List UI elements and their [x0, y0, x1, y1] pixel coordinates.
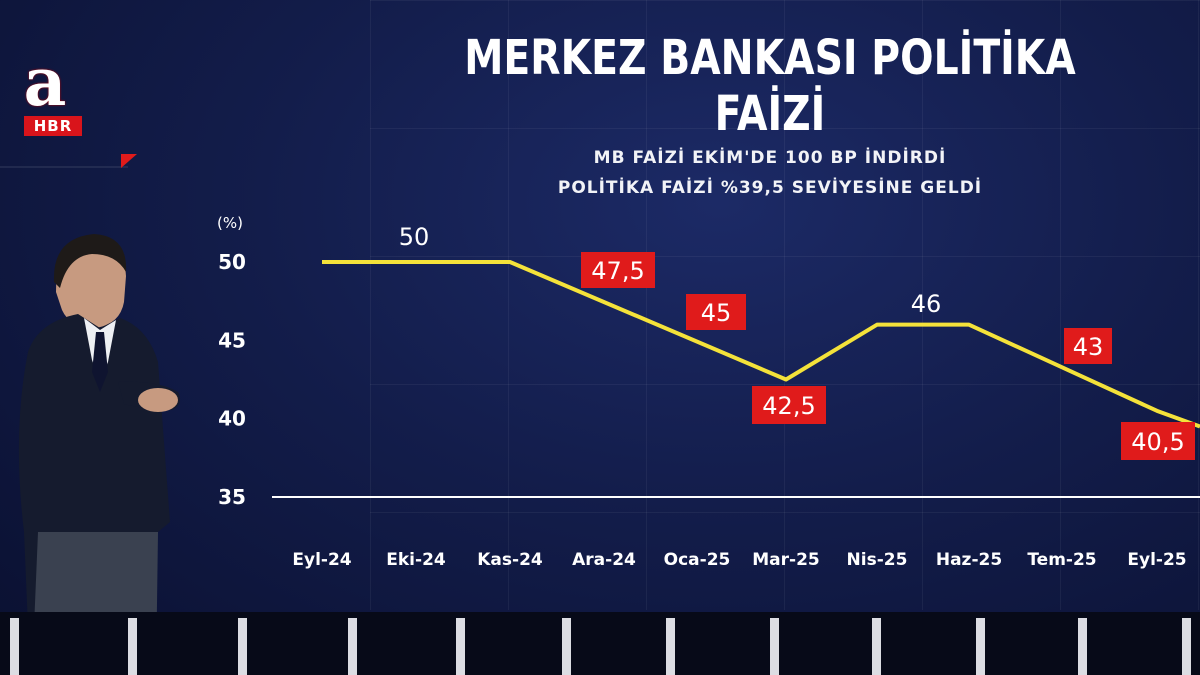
data-label-box: [581, 252, 655, 288]
x-tick-label: Oca-25: [664, 550, 731, 570]
data-label: 45: [701, 299, 732, 327]
y-tick-label: 40: [218, 407, 246, 431]
x-tick-label: Tem-25: [1027, 550, 1096, 570]
y-axis-unit-label: (%): [217, 214, 243, 232]
floor-post: [666, 618, 675, 675]
x-tick-label: Eki-24: [386, 550, 446, 570]
data-label: 42,5: [762, 392, 815, 420]
studio-floor: [0, 612, 1200, 675]
x-tick-label: Eyl-24: [292, 550, 351, 570]
floor-post: [10, 618, 19, 675]
floor-post: [1182, 618, 1191, 675]
y-tick-label: 35: [218, 485, 246, 509]
floor-post: [872, 618, 881, 675]
x-tick-label: Ara-24: [572, 550, 636, 570]
data-label-box: [1064, 328, 1112, 364]
x-tick-label: Nis-25: [847, 550, 908, 570]
x-tick-label: Kas-24: [477, 550, 543, 570]
logo-text: HBR: [24, 116, 82, 136]
data-label: 47,5: [591, 257, 644, 285]
floor-post: [456, 618, 465, 675]
floor-post: [770, 618, 779, 675]
floor-post: [562, 618, 571, 675]
data-label-box: [1121, 422, 1195, 460]
data-label: 50: [399, 223, 430, 251]
x-tick-label: Mar-25: [752, 550, 820, 570]
corner-divider: [0, 166, 128, 168]
logo-letter: a: [23, 43, 67, 121]
floor-post: [976, 618, 985, 675]
floor-post: [128, 618, 137, 675]
floor-post: [238, 618, 247, 675]
subtitle-line-2: POLİTİKA FAİZİ %39,5 SEVİYESİNE GELDİ: [557, 178, 983, 198]
video-wall-grid: [370, 0, 1200, 610]
data-label: 46: [911, 290, 942, 318]
y-tick-label: 50: [218, 250, 246, 274]
channel-logo: a HBR: [6, 43, 84, 138]
x-tick-label: Eyl-25: [1127, 550, 1186, 570]
floor-post: [348, 618, 357, 675]
corner-triangle-icon: [121, 154, 137, 168]
chart-title: MERKEZ BANKASI POLİTİKA FAİZİ: [464, 30, 1076, 142]
subtitle-line-1: MB FAİZİ EKİM'DE 100 BP İNDİRDİ: [593, 148, 947, 168]
data-label: 40,5: [1131, 428, 1184, 456]
data-label-box: [686, 294, 746, 330]
y-tick-label: 45: [218, 328, 246, 352]
presenter-figure: [18, 234, 180, 675]
data-label-box: [752, 386, 826, 424]
data-label: 43: [1073, 333, 1104, 361]
floor-post: [1078, 618, 1087, 675]
x-tick-label: Haz-25: [936, 550, 1002, 570]
